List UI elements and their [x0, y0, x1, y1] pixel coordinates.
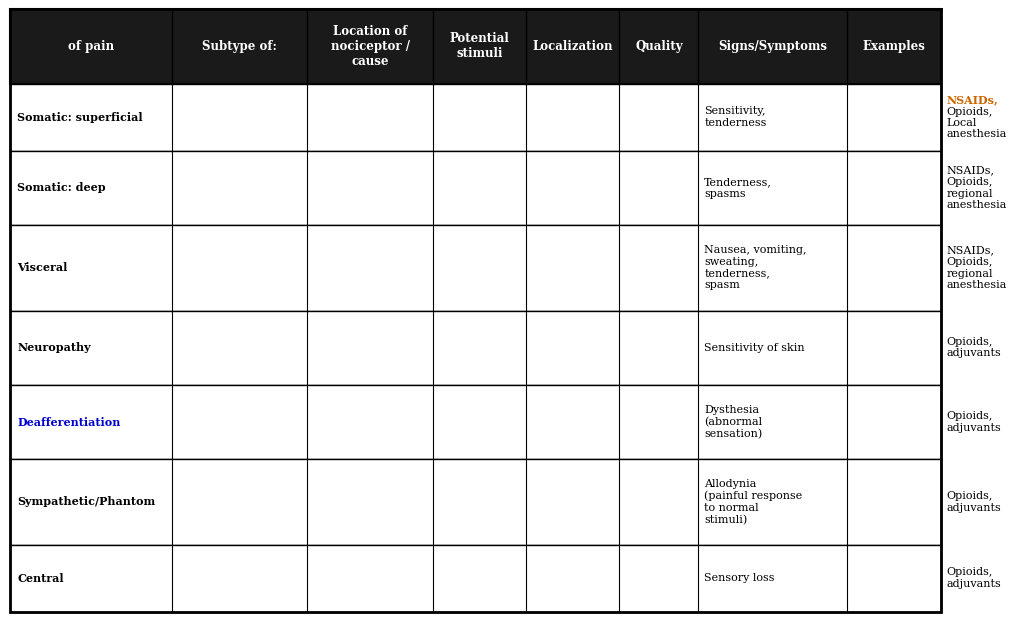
Text: NSAIDs,: NSAIDs,: [946, 95, 998, 106]
Text: Opioids,
adjuvants: Opioids, adjuvants: [946, 411, 1001, 433]
Text: Opioids,
adjuvants: Opioids, adjuvants: [946, 568, 1001, 589]
Text: Opioids,: Opioids,: [946, 107, 993, 117]
Bar: [9, 151, 941, 225]
Bar: [9, 385, 941, 460]
Text: Potential
stimuli: Potential stimuli: [450, 32, 510, 60]
Text: of pain: of pain: [68, 40, 114, 53]
Text: Sensitivity,
tenderness: Sensitivity, tenderness: [704, 106, 766, 128]
Text: Opioids,
adjuvants: Opioids, adjuvants: [946, 491, 1001, 513]
Text: Allodynia
(painful response
to normal
stimuli): Allodynia (painful response to normal st…: [704, 479, 803, 525]
Text: Treatment: Treatment: [953, 40, 1015, 53]
Bar: [9, 310, 941, 385]
Bar: [9, 225, 941, 310]
Text: Dysthesia
(abnormal
sensation): Dysthesia (abnormal sensation): [704, 405, 762, 439]
Text: NSAIDs,
Opioids,
regional
anesthesia: NSAIDs, Opioids, regional anesthesia: [946, 165, 1007, 210]
Text: Somatic: superficial: Somatic: superficial: [17, 112, 143, 122]
Text: Sympathetic/Phantom: Sympathetic/Phantom: [17, 497, 155, 507]
Text: anesthesia: anesthesia: [946, 129, 1007, 139]
Text: Nausea, vomiting,
sweating,
tenderness,
spasm: Nausea, vomiting, sweating, tenderness, …: [704, 245, 807, 290]
Bar: [9, 84, 941, 151]
Text: Opioids,
adjuvants: Opioids, adjuvants: [946, 337, 1001, 358]
Text: Examples: Examples: [863, 40, 926, 53]
Bar: [9, 545, 941, 612]
Text: Neuropathy: Neuropathy: [17, 342, 90, 353]
Bar: [9, 9, 941, 84]
Text: Deafferentiation: Deafferentiation: [17, 417, 121, 427]
Text: NSAIDs,
Opioids,
regional
anesthesia: NSAIDs, Opioids, regional anesthesia: [946, 245, 1007, 290]
Text: Central: Central: [17, 573, 64, 584]
Text: Location of
nociceptor /
cause: Location of nociceptor / cause: [331, 25, 410, 68]
Text: Local: Local: [946, 118, 976, 128]
Text: Sensory loss: Sensory loss: [704, 573, 774, 583]
Text: Localization: Localization: [533, 40, 613, 53]
Text: Subtype of:: Subtype of:: [202, 40, 277, 53]
Text: Somatic: deep: Somatic: deep: [17, 183, 106, 193]
Bar: [9, 460, 941, 545]
Text: Tenderness,
spasms: Tenderness, spasms: [704, 177, 772, 199]
Text: Sensitivity of skin: Sensitivity of skin: [704, 343, 805, 353]
Text: Quality: Quality: [635, 40, 683, 53]
Text: Signs/Symptoms: Signs/Symptoms: [719, 40, 827, 53]
Text: Visceral: Visceral: [17, 262, 67, 273]
